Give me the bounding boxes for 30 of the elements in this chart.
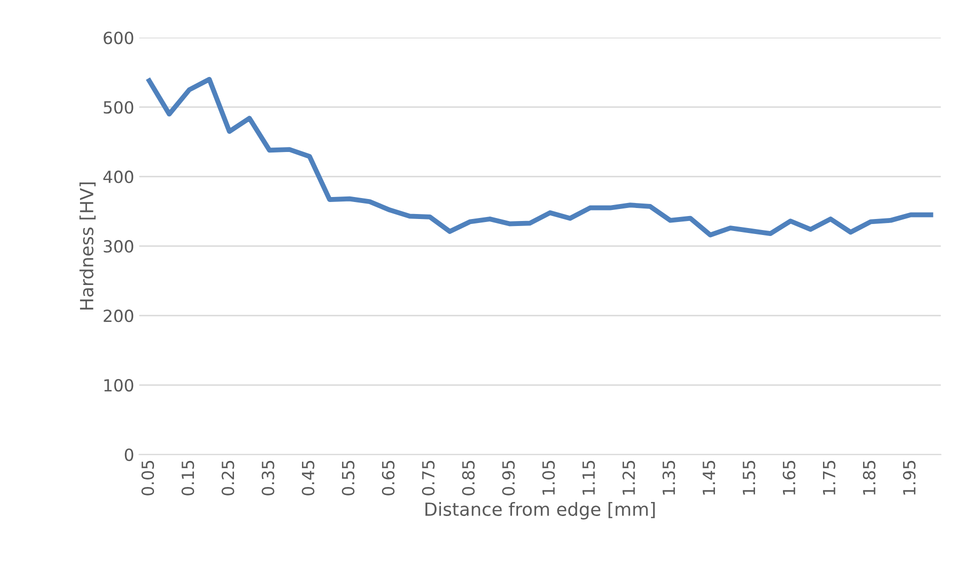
x-tick-label: 1.05 [542, 460, 555, 495]
x-tick-label: 0.05 [141, 460, 154, 496]
x-tick-label: 0.25 [222, 460, 234, 496]
y-tick-label: 400 [103, 170, 134, 184]
x-tick-label: 1.85 [862, 460, 876, 495]
y-tick-label: 200 [104, 310, 134, 322]
x-tick-label: 1.55 [742, 460, 756, 495]
x-tick-label: 1.25 [622, 460, 636, 495]
y-tick-label: 600 [104, 32, 134, 44]
x-tick-label: 0.55 [342, 460, 354, 496]
y-axis-title: Hardness [HV] [79, 182, 96, 310]
x-tick-label: 0.85 [462, 460, 475, 496]
x-tick-label: 1.65 [782, 460, 796, 495]
x-tick-label: 0.75 [422, 460, 435, 496]
y-tick-label: 300 [104, 240, 134, 253]
x-tick-label: 0.95 [502, 460, 515, 496]
x-tick-label: 1.35 [662, 460, 676, 495]
y-tick-label: 500 [104, 101, 134, 114]
x-tick-label: 0.65 [382, 460, 395, 496]
x-tick-label: 0.35 [262, 460, 274, 496]
x-tick-label: 1.95 [902, 460, 916, 495]
x-tick-label: 0.45 [302, 460, 314, 496]
x-tick-label: 1.15 [582, 460, 595, 495]
y-tick-label: 0 [124, 448, 134, 462]
x-tick-label: 1.45 [702, 460, 716, 495]
x-tick-label: 1.75 [823, 460, 836, 495]
line-series [146, 76, 934, 238]
x-tick-label: 0.15 [182, 460, 194, 496]
y-tick-label: 100 [104, 378, 134, 392]
x-axis-title: Distance from edge [mm] [425, 502, 655, 520]
